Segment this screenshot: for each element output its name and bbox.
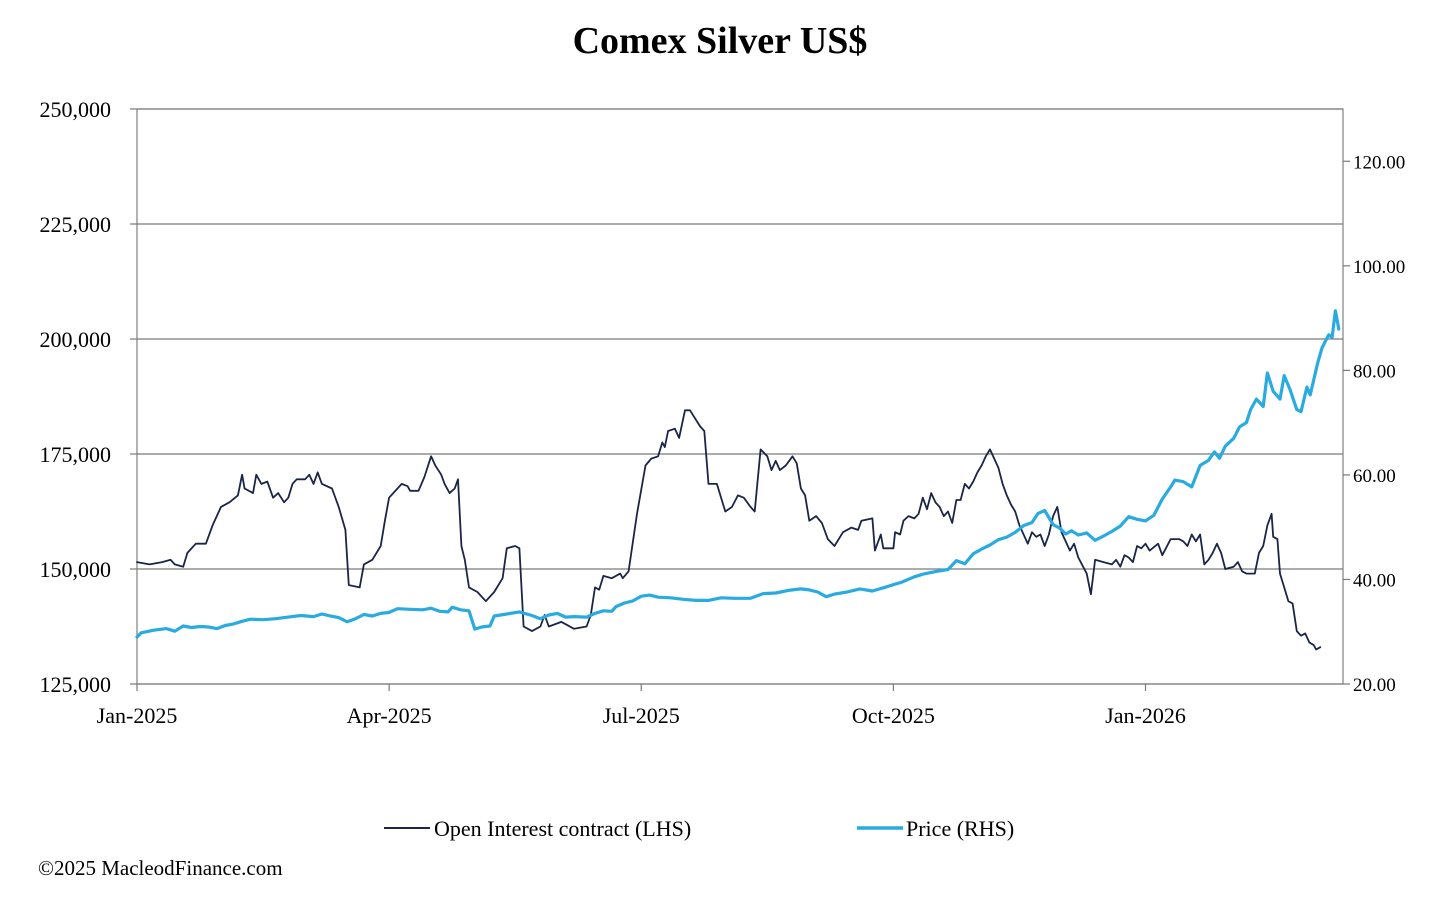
- legend-label-price: Price (RHS): [906, 816, 1014, 841]
- plot-frame: [136, 108, 1344, 685]
- right-tick-label: 20.00: [1353, 675, 1396, 696]
- right-tick-label: 40.00: [1353, 570, 1396, 591]
- right-tick-label: 120.00: [1353, 152, 1405, 173]
- right-tick-label: 100.00: [1353, 257, 1405, 278]
- x-tick-label: Jul-2025: [603, 703, 680, 728]
- x-axis: Jan-2025 Apr-2025 Jul-2025 Oct-2025 Jan-2026: [97, 684, 1186, 728]
- legend: Open Interest contract (LHS) Price (RHS): [384, 816, 1014, 841]
- series-open-interest-line: [136, 409, 1322, 651]
- chart-title: Comex Silver US$: [573, 20, 868, 62]
- left-tick-label: 150,000: [40, 557, 112, 582]
- left-tick-label: 200,000: [40, 327, 112, 352]
- left-tick-label: 250,000: [40, 97, 112, 122]
- x-tick-label: Jan-2026: [1105, 703, 1186, 728]
- legend-label-open-interest: Open Interest contract (LHS): [434, 816, 691, 841]
- x-tick-label: Jan-2025: [97, 703, 178, 728]
- copyright: ©2025 MacleodFinance.com: [38, 856, 283, 880]
- left-tick-label: 225,000: [40, 212, 112, 237]
- right-tick-label: 60.00: [1353, 466, 1396, 487]
- x-tick-label: Oct-2025: [852, 703, 935, 728]
- right-tick-label: 80.00: [1353, 361, 1396, 382]
- series-layer: [135, 309, 1341, 651]
- series-price-line: [135, 309, 1341, 639]
- left-axis: 125,000 150,000 175,000 200,000 225,000 250,0…: [40, 97, 137, 697]
- left-tick-label: 175,000: [40, 442, 112, 467]
- left-tick-label: 125,000: [40, 672, 112, 697]
- right-axis: 20.00 40.00 60.00 80.00 100.00 120.00: [1343, 152, 1405, 696]
- x-tick-label: Apr-2025: [347, 703, 432, 728]
